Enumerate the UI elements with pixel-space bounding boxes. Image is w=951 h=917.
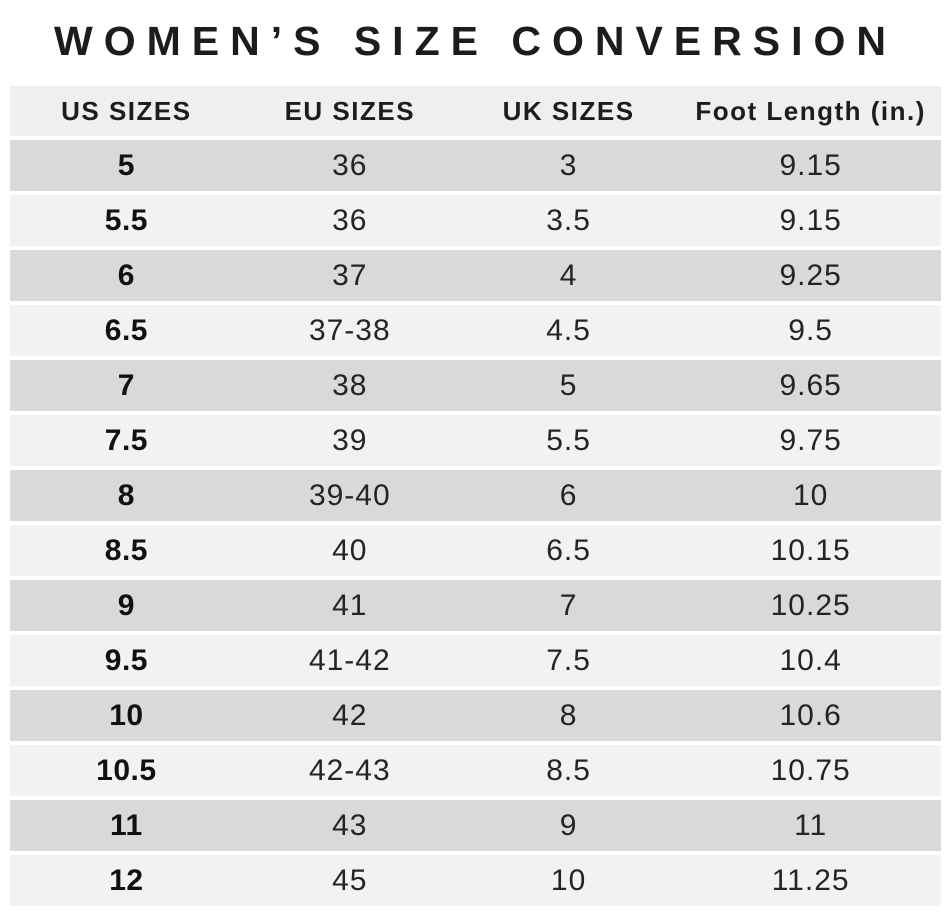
column-header-uk-sizes: UK SIZES xyxy=(502,95,635,126)
table-row: 7 38 5 9.65 xyxy=(10,360,941,411)
cell-uk-size: 7.5 xyxy=(546,643,591,677)
cell-uk-size: 6 xyxy=(559,478,578,512)
cell-uk-size: 5.5 xyxy=(546,423,591,457)
cell-us-size: 8.5 xyxy=(104,533,148,567)
cell-us-size: 10 xyxy=(109,698,144,732)
cell-us-size: 6.5 xyxy=(104,313,148,347)
cell-eu-size: 37 xyxy=(332,258,368,292)
cell-us-size: 7 xyxy=(117,368,135,402)
cell-eu-size: 42 xyxy=(332,698,368,732)
cell-us-size: 5 xyxy=(117,148,135,182)
table-row: 12 45 10 11.25 xyxy=(10,855,941,906)
cell-uk-size: 3 xyxy=(559,148,578,182)
cell-foot-length: 9.65 xyxy=(779,368,842,402)
cell-eu-size: 38 xyxy=(332,368,368,402)
cell-foot-length: 9.15 xyxy=(779,203,842,237)
table-header-row: US SIZES EU SIZES UK SIZES Foot Length (… xyxy=(10,86,941,136)
cell-foot-length: 9.75 xyxy=(779,423,842,457)
cell-us-size: 9.5 xyxy=(104,643,148,677)
column-header-foot-length: Foot Length (in.) xyxy=(695,95,926,126)
cell-uk-size: 3.5 xyxy=(546,203,591,237)
cell-uk-size: 5 xyxy=(559,368,578,402)
table-row: 7.5 39 5.5 9.75 xyxy=(10,415,941,466)
cell-uk-size: 8 xyxy=(559,698,578,732)
page-title: WOMEN’S SIZE CONVERSION xyxy=(54,18,897,64)
cell-foot-length: 9.15 xyxy=(779,148,842,182)
column-header-eu-sizes: EU SIZES xyxy=(284,95,416,126)
cell-eu-size: 41-42 xyxy=(308,643,391,677)
cell-us-size: 6 xyxy=(117,258,135,292)
cell-uk-size: 10 xyxy=(550,863,587,897)
cell-eu-size: 45 xyxy=(332,863,368,897)
column-header-us-sizes: US SIZES xyxy=(61,95,192,126)
cell-us-size: 7.5 xyxy=(104,423,148,457)
cell-uk-size: 4.5 xyxy=(546,313,591,347)
cell-foot-length: 10.4 xyxy=(779,643,842,677)
table-row: 10 42 8 10.6 xyxy=(10,690,941,741)
cell-us-size: 12 xyxy=(109,863,144,897)
table-row: 9 41 7 10.25 xyxy=(10,580,941,631)
size-conversion-table: US SIZES EU SIZES UK SIZES Foot Length (… xyxy=(10,86,941,906)
cell-uk-size: 6.5 xyxy=(546,533,591,567)
table-row: 5.5 36 3.5 9.15 xyxy=(10,195,941,246)
cell-us-size: 5.5 xyxy=(104,203,148,237)
table-row: 6 37 4 9.25 xyxy=(10,250,941,301)
table-row: 6.5 37-38 4.5 9.5 xyxy=(10,305,941,356)
cell-uk-size: 4 xyxy=(559,258,578,292)
cell-uk-size: 9 xyxy=(559,808,578,842)
cell-us-size: 8 xyxy=(117,478,135,512)
cell-eu-size: 39 xyxy=(332,423,368,457)
cell-eu-size: 39-40 xyxy=(308,478,391,512)
table-body: 5 36 3 9.15 5.5 36 3.5 9.15 6 37 4 9.25 6.5 37-38 4.5 9… xyxy=(10,140,941,906)
cell-eu-size: 42-43 xyxy=(308,753,391,787)
cell-us-size: 9 xyxy=(117,588,135,622)
cell-eu-size: 37-38 xyxy=(308,313,391,347)
cell-uk-size: 7 xyxy=(559,588,578,622)
cell-eu-size: 41 xyxy=(332,588,368,622)
cell-foot-length: 10.25 xyxy=(770,588,851,622)
table-row: 5 36 3 9.15 xyxy=(10,140,941,191)
cell-foot-length: 9.25 xyxy=(779,258,842,292)
cell-eu-size: 43 xyxy=(332,808,368,842)
table-row: 8 39-40 6 10 xyxy=(10,470,941,521)
cell-foot-length: 10 xyxy=(792,478,829,512)
cell-foot-length: 11 xyxy=(794,808,828,842)
cell-foot-length: 10.15 xyxy=(770,533,851,567)
cell-eu-size: 36 xyxy=(332,148,368,182)
table-row: 9.5 41-42 7.5 10.4 xyxy=(10,635,941,686)
table-row: 10.5 42-43 8.5 10.75 xyxy=(10,745,941,796)
cell-eu-size: 36 xyxy=(332,203,368,237)
cell-us-size: 11 xyxy=(110,808,143,842)
cell-us-size: 10.5 xyxy=(96,753,157,787)
cell-foot-length: 10.75 xyxy=(770,753,851,787)
table-row: 8.5 40 6.5 10.15 xyxy=(10,525,941,576)
cell-foot-length: 11.25 xyxy=(771,863,850,897)
cell-foot-length: 10.6 xyxy=(779,698,842,732)
cell-foot-length: 9.5 xyxy=(788,313,833,347)
cell-uk-size: 8.5 xyxy=(546,753,591,787)
table-row: 11 43 9 11 xyxy=(10,800,941,851)
cell-eu-size: 40 xyxy=(332,533,368,567)
